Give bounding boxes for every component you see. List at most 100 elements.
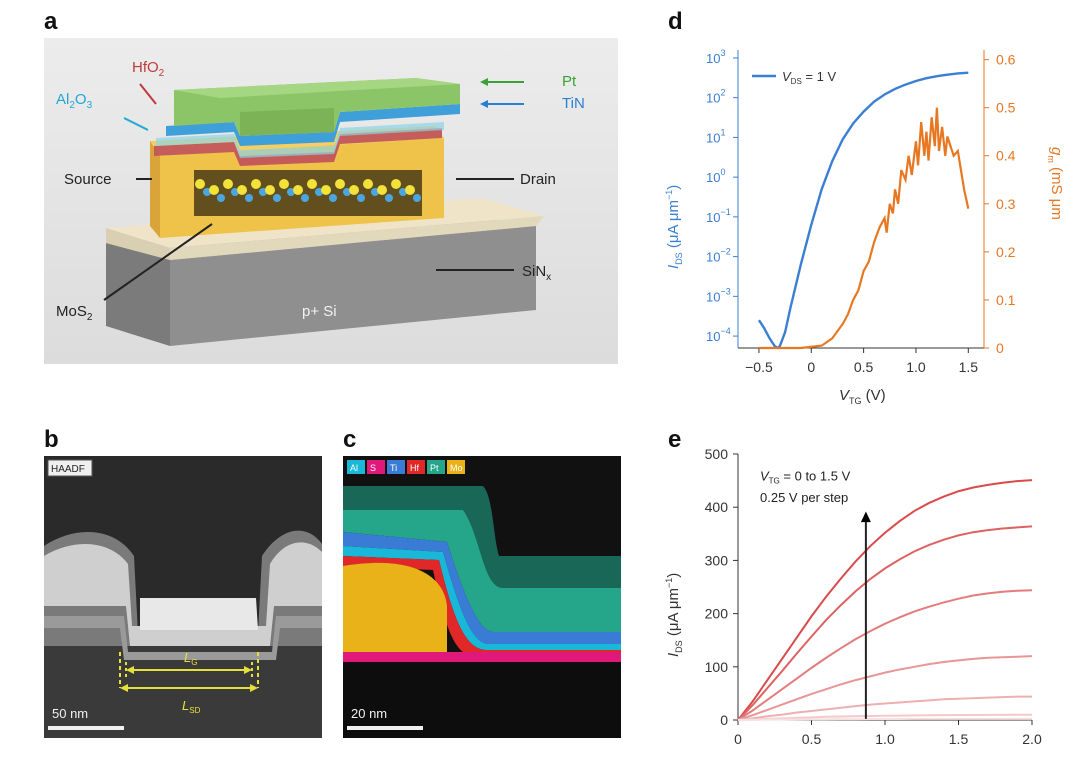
haadf-tag: HAADF xyxy=(51,464,85,475)
scale-bar-c xyxy=(347,726,423,730)
panel-label-b: b xyxy=(44,426,59,453)
x-tick-label-e: 0 xyxy=(734,731,742,747)
series-line-e-4 xyxy=(737,695,1032,721)
y-axis-label-close-e: ) xyxy=(665,573,682,578)
y-tick-base-d: 10 xyxy=(706,91,720,106)
scale-label-b: 50 nm xyxy=(52,706,88,721)
y-tick-exp-d: −1 xyxy=(720,207,730,217)
eds-legend-label-s: S xyxy=(370,463,376,473)
series-line-e-6 xyxy=(737,717,1032,721)
y-tick-exp-d: 3 xyxy=(720,48,725,58)
x-tick-label-e: 1.0 xyxy=(875,731,895,747)
series-line-e-2 xyxy=(737,589,1033,721)
series-line-e-5 xyxy=(737,713,1033,721)
x-tick-label-e: 1.5 xyxy=(949,731,969,747)
sulfur-atom xyxy=(307,179,317,189)
y2-axis-label-d: gm (mS μm xyxy=(1046,147,1065,220)
eds-legend-swatch xyxy=(367,460,385,474)
label-pt: Pt xyxy=(562,73,577,90)
series-line-e-1 xyxy=(737,525,1033,721)
y-axis-label-sup-d: −1 xyxy=(664,190,674,200)
eds-legend-swatch xyxy=(407,460,425,474)
y2-axis-label-main-d: g xyxy=(1048,147,1065,156)
eds-map: Al S Ti Hf Pt Mo 20 nm xyxy=(343,456,621,738)
chart-e: 0 0.5 1.0 1.5 2.0 0 100 200 300 400 500 VTG = 0 to … xyxy=(664,446,1042,747)
legend-val-d: = 1 V xyxy=(802,69,837,84)
sulfur-atom xyxy=(377,185,387,195)
sulfur-atom xyxy=(349,185,359,195)
y-tick-label-d: 100 xyxy=(706,167,725,185)
molybdenum-atom xyxy=(217,194,225,202)
molybdenum-atom xyxy=(329,194,337,202)
y-tick-label-e: 200 xyxy=(705,606,729,622)
x-axis-label-d: VTG (V) xyxy=(839,387,886,406)
sulfur-atom xyxy=(195,179,205,189)
y-axis-label-sup-e: −1 xyxy=(664,578,674,588)
eds-legend-label-al: Al xyxy=(350,463,358,473)
label-tin: TiN xyxy=(562,95,585,112)
y-tick-label-e: 0 xyxy=(720,712,728,728)
lg-arrow-right-head xyxy=(244,666,252,674)
scale-label-c: 20 nm xyxy=(351,706,387,721)
eds-legend-swatch xyxy=(447,460,465,474)
x-tick-label-d: 0 xyxy=(807,359,815,375)
y2-tick-label-d: 0.3 xyxy=(996,196,1016,212)
x-axis-label-main-d: V xyxy=(839,387,851,404)
chart-d: −0.5 0 0.5 1.0 1.510310210110010−110−210−310… xyxy=(664,48,1065,406)
y-tick-base-d: 10 xyxy=(706,289,720,304)
molybdenum-atom xyxy=(301,194,309,202)
y-tick-label-e: 500 xyxy=(705,446,729,462)
panel-label-d: d xyxy=(668,8,683,35)
sulfur-atom xyxy=(363,179,373,189)
y-axis-label-close-d: ) xyxy=(665,185,682,190)
x-tick-label-e: 0.5 xyxy=(802,731,822,747)
annotation-rest: = 0 to 1.5 V xyxy=(780,469,851,484)
vtg-step-arrow-head xyxy=(860,511,871,523)
x-tick-label-d: 1.5 xyxy=(959,359,979,375)
eds-legend-swatch xyxy=(387,460,405,474)
arrow-al2o3 xyxy=(123,117,149,131)
y-tick-base-d: 10 xyxy=(706,329,720,344)
x-tick-label-e: 2.0 xyxy=(1022,731,1042,747)
y-tick-base-d: 10 xyxy=(706,51,720,66)
sulfur-atom xyxy=(223,179,233,189)
panel-label-c: c xyxy=(343,426,357,453)
label-sinx: SiNx xyxy=(522,263,551,283)
y-axis-label-unit-e: (μA μm xyxy=(665,588,682,640)
arrow-tin-head xyxy=(480,100,488,108)
device-schematic: Pt TiN HfO2 Al2O3 Source Drain MoS2 SiNx… xyxy=(44,38,618,364)
gate-stack xyxy=(154,78,460,166)
sulfur-atom xyxy=(321,185,331,195)
y-axis-label-sub-d: DS xyxy=(674,252,684,265)
annotation-vtg-range: VTG = 0 to 1.5 V xyxy=(760,469,851,486)
y-axis-label-unit-d: (μA μm xyxy=(665,200,682,252)
y2-tick-label-d: 0.1 xyxy=(996,292,1016,308)
sulfur-atom xyxy=(335,179,345,189)
y-axis-label-main-d: I xyxy=(665,265,682,269)
y-tick-exp-d: 2 xyxy=(720,88,725,98)
x-tick-label-d: 0.5 xyxy=(854,359,874,375)
y-tick-label-d: 103 xyxy=(706,48,725,66)
arrow-mos2 xyxy=(103,223,213,301)
molybdenum-atom xyxy=(413,194,421,202)
label-source: Source xyxy=(64,171,112,188)
label-substrate: p+ Si xyxy=(302,303,337,320)
y-axis-label-main-e: I xyxy=(665,653,682,657)
label-mos2: MoS2 xyxy=(56,303,93,323)
sulfur-atom xyxy=(209,185,219,195)
y-tick-label-e: 300 xyxy=(705,552,729,568)
eds-legend-label-mo: Mo xyxy=(450,463,463,473)
lsd-arrow-right-head xyxy=(250,684,258,692)
label-drain: Drain xyxy=(520,171,556,188)
molybdenum-atom xyxy=(245,194,253,202)
y-tick-exp-d: 1 xyxy=(720,127,725,137)
y-tick-label-d: 101 xyxy=(706,127,725,145)
sulfur-atom xyxy=(279,179,289,189)
sulfur-atom xyxy=(265,185,275,195)
molybdenum-atom xyxy=(273,194,281,202)
y-tick-label-e: 100 xyxy=(705,659,729,675)
y-tick-label-d: 10−3 xyxy=(706,286,731,304)
eds-legend-label-pt: Pt xyxy=(430,463,439,473)
legend-v-d: V xyxy=(782,69,792,84)
y-tick-exp-d: −3 xyxy=(720,286,730,296)
